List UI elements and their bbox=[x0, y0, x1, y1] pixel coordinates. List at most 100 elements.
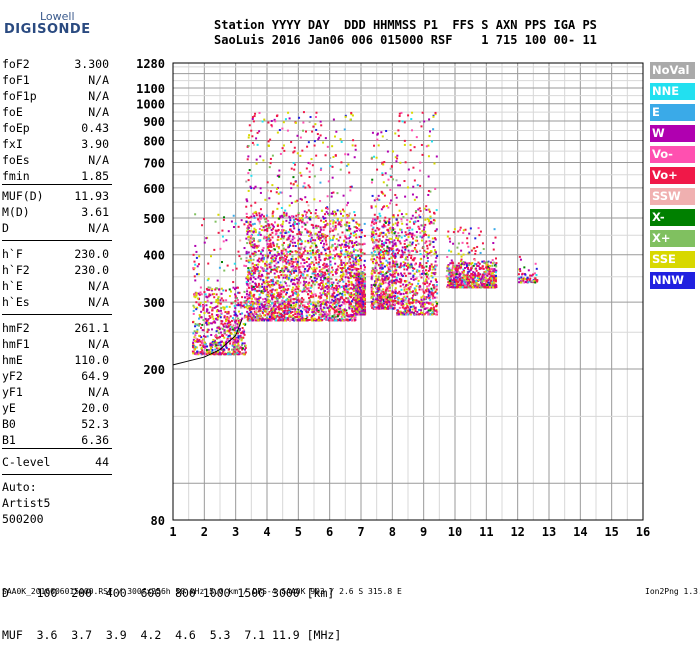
echo-point bbox=[320, 220, 322, 222]
echo-point bbox=[345, 283, 347, 285]
echo-point bbox=[212, 339, 214, 341]
echo-point bbox=[295, 270, 297, 272]
echo-point bbox=[355, 264, 357, 266]
echo-point bbox=[435, 261, 437, 263]
echo-point bbox=[271, 255, 273, 257]
echo-point bbox=[308, 258, 310, 260]
echo-point bbox=[220, 332, 222, 334]
echo-point bbox=[232, 281, 234, 283]
echo-point bbox=[310, 240, 312, 242]
echo-point bbox=[345, 224, 347, 226]
echo-point bbox=[299, 305, 301, 307]
echo-point bbox=[384, 273, 386, 275]
echo-point bbox=[335, 287, 337, 289]
echo-point bbox=[385, 233, 387, 235]
echo-point bbox=[280, 255, 282, 257]
echo-point bbox=[381, 240, 383, 242]
echo-point bbox=[301, 301, 303, 303]
echo-point bbox=[217, 214, 219, 216]
echo-point bbox=[275, 257, 277, 259]
echo-point bbox=[371, 258, 373, 260]
echo-point bbox=[307, 231, 309, 233]
echo-point bbox=[262, 250, 264, 252]
echo-point bbox=[256, 245, 258, 247]
echo-point bbox=[371, 181, 373, 183]
echo-point bbox=[392, 262, 394, 264]
echo-point bbox=[239, 329, 241, 331]
echo-point bbox=[319, 200, 321, 202]
echo-point bbox=[301, 221, 303, 223]
echo-point bbox=[340, 138, 342, 140]
echo-point bbox=[279, 257, 281, 259]
echo-point bbox=[252, 270, 254, 272]
echo-point bbox=[385, 130, 387, 132]
echo-point bbox=[273, 305, 275, 307]
echo-point bbox=[266, 286, 268, 288]
echo-point bbox=[245, 181, 247, 183]
echo-point bbox=[218, 332, 220, 334]
echo-point bbox=[194, 349, 196, 351]
echo-point bbox=[290, 187, 292, 189]
echo-point bbox=[320, 294, 322, 296]
echo-point bbox=[278, 176, 280, 178]
echo-point bbox=[334, 296, 336, 298]
echo-point bbox=[391, 257, 393, 259]
echo-point bbox=[355, 300, 357, 302]
echo-point bbox=[226, 318, 228, 320]
echo-point bbox=[427, 260, 429, 262]
echo-point bbox=[261, 304, 263, 306]
echo-point bbox=[210, 255, 212, 257]
echo-point bbox=[236, 349, 238, 351]
echo-point bbox=[256, 214, 258, 216]
echo-point bbox=[194, 334, 196, 336]
echo-point bbox=[331, 282, 333, 284]
echo-point bbox=[318, 250, 320, 252]
echo-point bbox=[219, 299, 221, 301]
echo-point bbox=[323, 229, 325, 231]
echo-point bbox=[264, 298, 266, 300]
echo-point bbox=[433, 222, 435, 224]
echo-point bbox=[252, 231, 254, 233]
echo-point bbox=[334, 255, 336, 257]
echo-point bbox=[237, 318, 239, 320]
echo-point bbox=[247, 155, 249, 157]
echo-point bbox=[385, 282, 387, 284]
echo-point bbox=[363, 269, 365, 271]
echo-point bbox=[251, 135, 253, 137]
echo-point bbox=[258, 212, 260, 214]
echo-point bbox=[389, 273, 391, 275]
echo-point bbox=[330, 253, 332, 255]
echo-point bbox=[373, 246, 375, 248]
echo-point bbox=[323, 267, 325, 269]
echo-point bbox=[323, 263, 325, 265]
echo-point bbox=[294, 164, 296, 166]
echo-point bbox=[246, 216, 248, 218]
echo-point bbox=[381, 299, 383, 301]
echo-point bbox=[217, 302, 219, 304]
echo-point bbox=[202, 319, 204, 321]
echo-point bbox=[261, 319, 263, 321]
echo-point bbox=[293, 219, 295, 221]
echo-point bbox=[314, 269, 316, 271]
echo-point bbox=[348, 225, 350, 227]
echo-point bbox=[371, 305, 373, 307]
echo-point bbox=[220, 310, 222, 312]
echo-point bbox=[385, 172, 387, 174]
echo-point bbox=[298, 212, 300, 214]
echo-point bbox=[250, 311, 252, 313]
echo-point bbox=[320, 307, 322, 309]
echo-point bbox=[394, 254, 396, 256]
echo-point bbox=[341, 269, 343, 271]
echo-point bbox=[395, 244, 397, 246]
echo-point bbox=[332, 239, 334, 241]
echo-point bbox=[388, 268, 390, 270]
echo-point bbox=[229, 306, 231, 308]
echo-point bbox=[395, 160, 397, 162]
echo-point bbox=[269, 239, 271, 241]
echo-point bbox=[238, 311, 240, 313]
echo-point bbox=[271, 184, 273, 186]
echo-point bbox=[246, 311, 248, 313]
echo-point bbox=[244, 349, 246, 351]
echo-point bbox=[200, 302, 202, 304]
echo-point bbox=[299, 282, 301, 284]
